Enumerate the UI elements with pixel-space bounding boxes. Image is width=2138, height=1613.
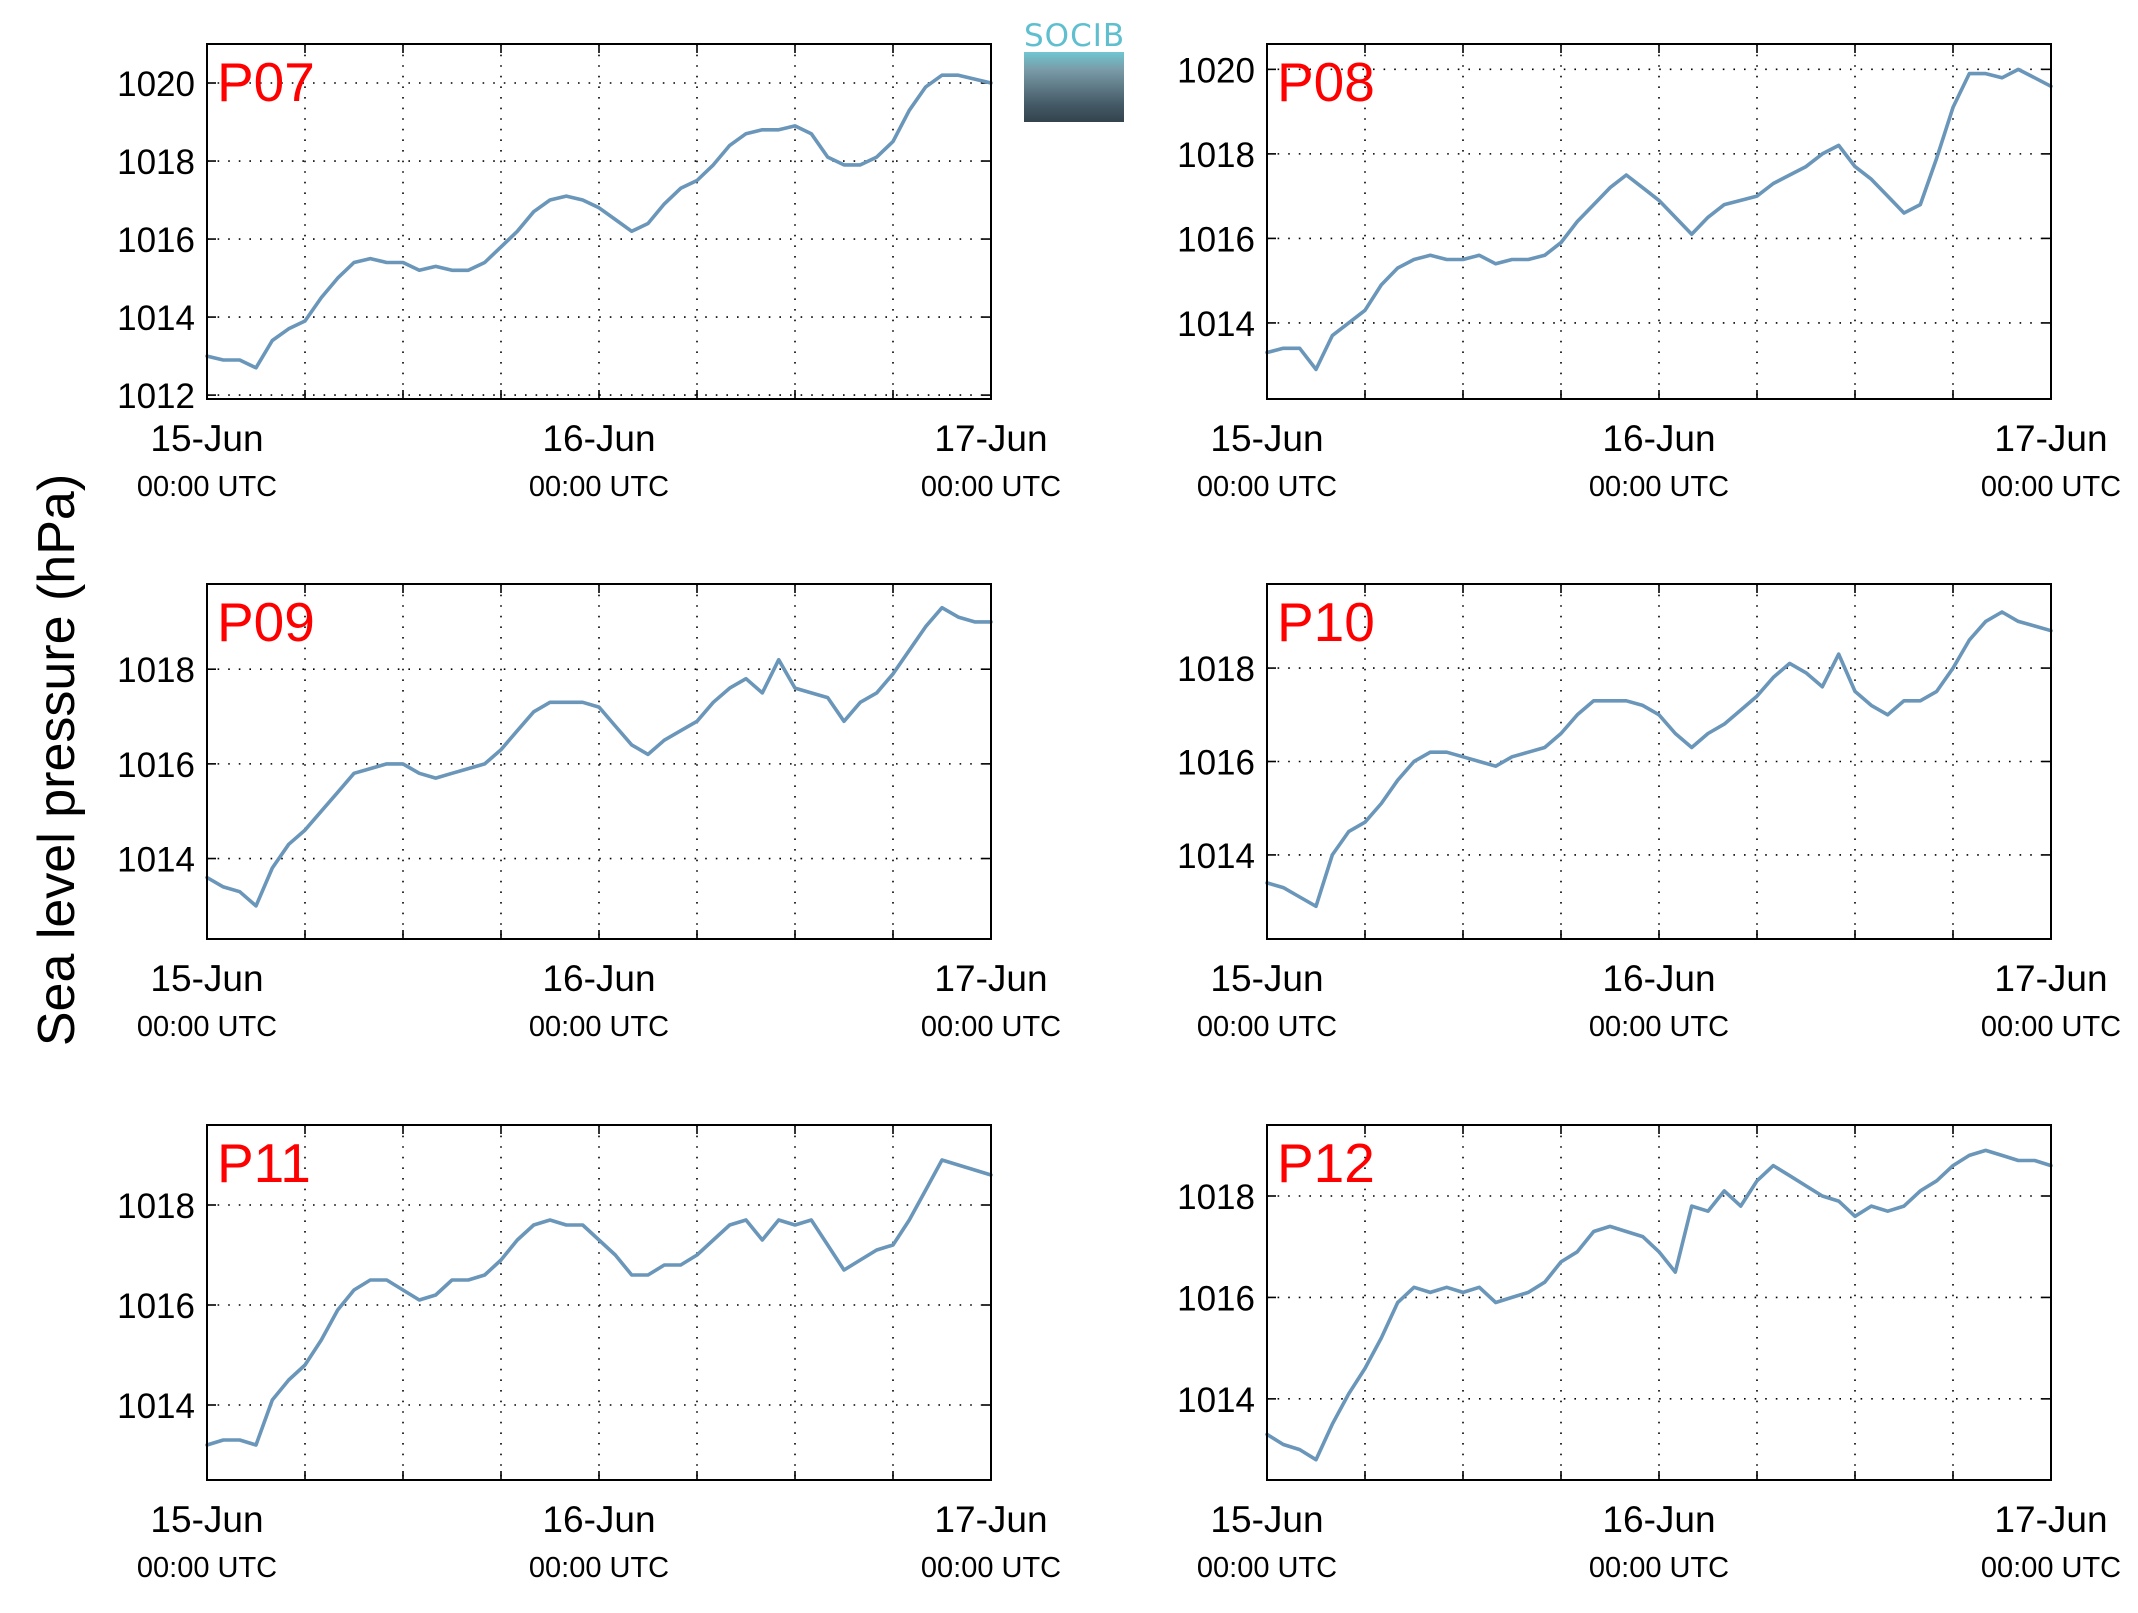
y-tick-label: 1014 (1177, 837, 1255, 876)
x-tick-label-date: 17-Jun (1994, 418, 2107, 459)
panel-p08: 1014 1016 1018 1020 15-Jun 00:00 UTC 16-Jun 00:… (1177, 43, 2121, 503)
x-tick-label-time: 00:00 UTC (137, 1552, 277, 1584)
series-line-p10 (1265, 610, 2053, 909)
station-label: P11 (217, 1132, 311, 1194)
panel-p09: 1014 1016 1018 15-Jun 00:00 UTC 16-Jun 00:00 U… (117, 583, 1061, 1043)
y-axis-label: Sea level pressure (hPa) (28, 474, 86, 1046)
socib-logo: SOCIB (1024, 18, 1124, 122)
plot-frame (1266, 583, 2052, 940)
y-tick-label: 1016 (1177, 1279, 1255, 1318)
x-tick-label-time: 00:00 UTC (137, 1011, 277, 1043)
y-tick-label: 1016 (117, 221, 195, 260)
y-tick-label: 1016 (117, 746, 195, 785)
x-tick-label-time: 00:00 UTC (1589, 471, 1729, 503)
logo-text: SOCIB (1024, 18, 1126, 54)
x-tick-label-date: 17-Jun (934, 1499, 1047, 1540)
x-tick-label-time: 00:00 UTC (1981, 1552, 2121, 1584)
x-tick-label-date: 17-Jun (934, 418, 1047, 459)
x-tick-label-date: 16-Jun (1602, 418, 1715, 459)
y-tick-label: 1014 (117, 1387, 195, 1426)
panel-p10: 1014 1016 1018 15-Jun 00:00 UTC 16-Jun 00:00 U… (1177, 583, 2121, 1043)
x-tick-label-date: 16-Jun (542, 1499, 655, 1540)
y-tick-label: 1018 (1177, 650, 1255, 689)
x-tick-label-date: 17-Jun (1994, 958, 2107, 999)
station-label: P08 (1277, 51, 1375, 113)
x-tick-label-date: 15-Jun (1210, 418, 1323, 459)
plot-frame (206, 1124, 992, 1481)
x-tick-label-date: 15-Jun (1210, 1499, 1323, 1540)
station-label: P10 (1277, 591, 1375, 653)
x-tick-label-date: 17-Jun (934, 958, 1047, 999)
y-tick-label: 1018 (117, 651, 195, 690)
x-tick-label-date: 15-Jun (150, 1499, 263, 1540)
x-tick-label-date: 15-Jun (150, 418, 263, 459)
y-tick-label: 1018 (117, 143, 195, 182)
y-tick-label: 1012 (117, 377, 195, 416)
x-tick-label-time: 00:00 UTC (529, 471, 669, 503)
y-tick-label: 1014 (117, 841, 195, 880)
y-tick-label: 1020 (117, 65, 195, 104)
plot-frame (1266, 43, 2052, 400)
x-tick-label-date: 16-Jun (1602, 1499, 1715, 1540)
y-tick-label: 1014 (1177, 305, 1255, 344)
panel-p07: 1012 1014 1016 1018 1020 15-Jun 00:00 UTC 16-Ju… (117, 43, 1061, 503)
x-tick-label-time: 00:00 UTC (529, 1011, 669, 1043)
plot-frame (1266, 1124, 2052, 1481)
series-line-p12 (1265, 1148, 2053, 1462)
x-tick-label-time: 00:00 UTC (1197, 471, 1337, 503)
logo-graphic (1024, 52, 1124, 122)
y-tick-label: 1016 (1177, 744, 1255, 783)
y-tick-label: 1016 (117, 1287, 195, 1326)
x-tick-label-time: 00:00 UTC (921, 471, 1061, 503)
series-line-p11 (205, 1158, 993, 1447)
x-tick-label-time: 00:00 UTC (1589, 1552, 1729, 1584)
x-tick-label-date: 16-Jun (1602, 958, 1715, 999)
x-tick-label-time: 00:00 UTC (1197, 1011, 1337, 1043)
x-tick-label-time: 00:00 UTC (1981, 471, 2121, 503)
y-tick-label: 1020 (1177, 51, 1255, 90)
x-tick-label-date: 15-Jun (150, 958, 263, 999)
y-tick-label: 1018 (1177, 136, 1255, 175)
y-tick-label: 1014 (1177, 1381, 1255, 1420)
series-line-p09 (205, 605, 993, 908)
x-tick-label-date: 17-Jun (1994, 1499, 2107, 1540)
x-tick-label-date: 16-Jun (542, 418, 655, 459)
series-line-p07 (205, 73, 993, 370)
panel-p11: 1014 1016 1018 15-Jun 00:00 UTC 16-Jun 00:00 U… (117, 1124, 1061, 1584)
x-tick-label-date: 16-Jun (542, 958, 655, 999)
x-tick-label-time: 00:00 UTC (1589, 1011, 1729, 1043)
x-tick-label-time: 00:00 UTC (529, 1552, 669, 1584)
plot-frame (206, 43, 992, 400)
panel-p12: 1014 1016 1018 15-Jun 00:00 UTC 16-Jun 00:00 U… (1177, 1124, 2121, 1584)
x-tick-label-time: 00:00 UTC (137, 471, 277, 503)
x-tick-label-time: 00:00 UTC (1981, 1011, 2121, 1043)
station-label: P09 (217, 591, 315, 653)
plot-frame (206, 583, 992, 940)
y-tick-label: 1018 (1177, 1178, 1255, 1217)
series-line-p08 (1265, 67, 2053, 372)
x-tick-label-time: 00:00 UTC (921, 1011, 1061, 1043)
x-tick-label-time: 00:00 UTC (921, 1552, 1061, 1584)
station-label: P07 (217, 51, 315, 113)
y-tick-label: 1014 (117, 299, 195, 338)
x-tick-label-date: 15-Jun (1210, 958, 1323, 999)
y-tick-label: 1018 (117, 1187, 195, 1226)
station-label: P12 (1277, 1132, 1375, 1194)
y-tick-label: 1016 (1177, 220, 1255, 259)
x-tick-label-time: 00:00 UTC (1197, 1552, 1337, 1584)
